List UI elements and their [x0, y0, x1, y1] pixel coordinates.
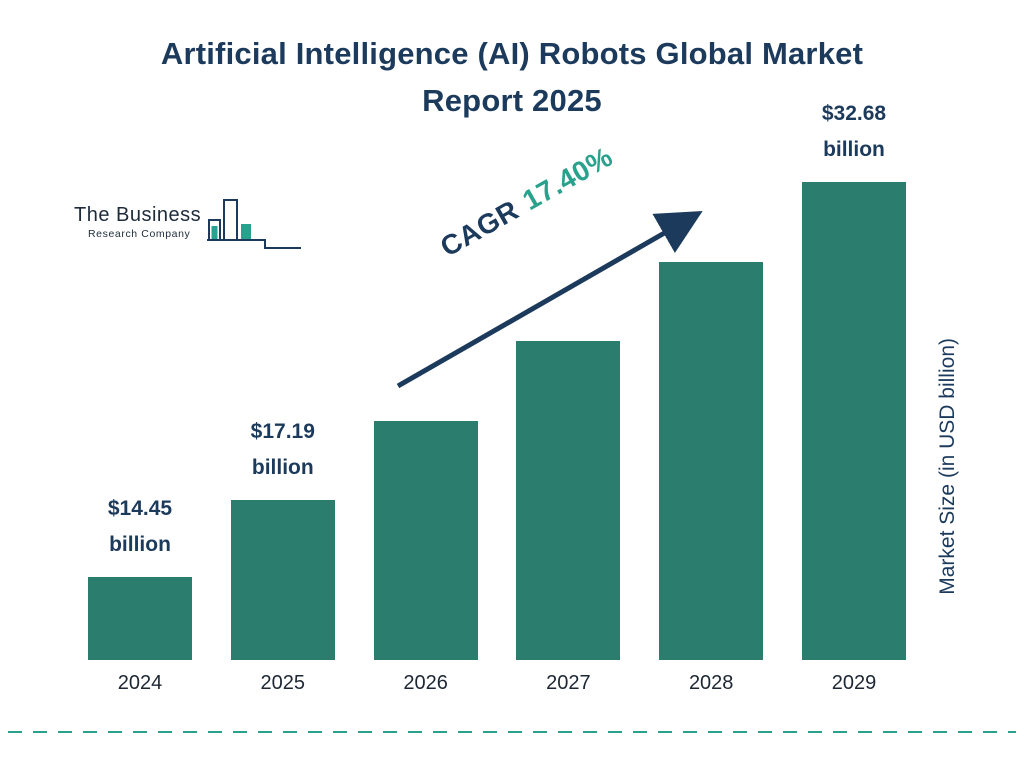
logo: The Business Research Company [74, 196, 303, 254]
x-axis-label: 2026 [403, 672, 448, 694]
bar-column: $32.68 billion 2029 [801, 95, 906, 695]
x-axis-label: 2024 [117, 672, 163, 694]
x-axis-label: 2027 [546, 672, 591, 694]
bar [516, 341, 621, 660]
logo-text: The Business Research Company [74, 204, 201, 240]
bar-value-label: $32.68 billion [821, 102, 887, 161]
bar-chart: $14.45 billion 2024 $17.19 billion 2025 2026 20… [88, 95, 906, 695]
bar-column: $17.19 billion 2025 [230, 95, 335, 695]
bar [801, 182, 906, 660]
bar-column: 2028 [659, 95, 764, 695]
x-axis-label: 2025 [260, 672, 306, 694]
bar-value-label: $14.45 billion [107, 497, 173, 556]
bar [373, 421, 478, 660]
bar [659, 262, 764, 660]
bottom-dashed-line [8, 731, 1016, 733]
page-title: Artificial Intelligence (AI) Robots Glob… [160, 36, 864, 118]
bar [88, 577, 192, 660]
bar-column: 2027 [516, 95, 621, 695]
x-axis-label: 2028 [688, 672, 734, 694]
y-axis-label: Market Size (in USD billion) [936, 338, 959, 595]
bar-column: $14.45 billion 2024 [88, 95, 192, 695]
x-axis-label: 2029 [831, 672, 877, 694]
logo-subtitle: Research Company [88, 228, 191, 240]
logo-chart-icon [207, 199, 302, 249]
bar [230, 500, 335, 660]
logo-name: The Business [74, 204, 202, 226]
bar-column: 2026 [373, 95, 478, 695]
bar-value-label: $17.19 billion [250, 420, 315, 479]
